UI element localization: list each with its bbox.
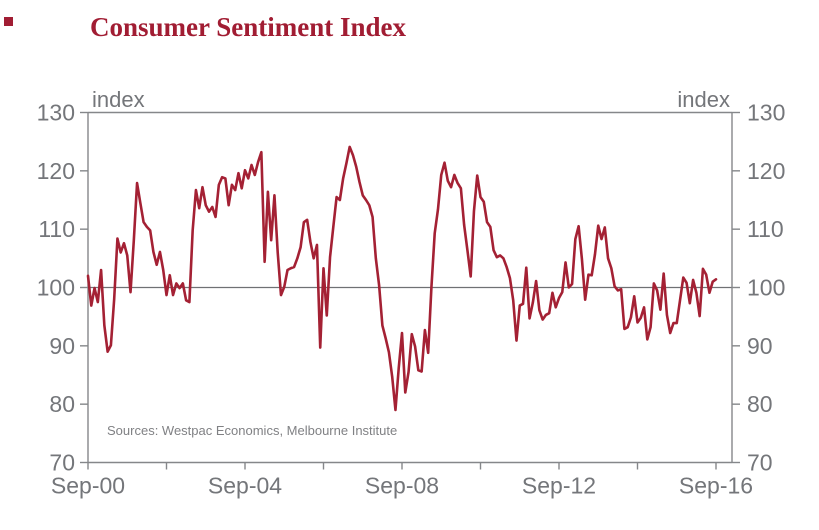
y-axis-tick-label-left: 100 <box>37 275 75 301</box>
y-axis-tick-label-right: 90 <box>747 333 773 359</box>
y-axis-tick-label-left: 130 <box>37 100 75 126</box>
x-axis-tick-label: Sep-00 <box>51 473 125 499</box>
x-axis-tick-label: Sep-16 <box>679 473 753 499</box>
x-axis-tick-label: Sep-08 <box>365 473 439 499</box>
y-axis-tick-label-right: 130 <box>747 100 785 126</box>
y-axis-tick-label-left: 110 <box>38 216 75 242</box>
source-note: Sources: Westpac Economics, Melbourne In… <box>107 423 398 438</box>
y-axis-tick-label-left: 120 <box>37 158 75 184</box>
x-axis-tick-label: Sep-04 <box>208 473 282 499</box>
y-axis-tick-label-left: 70 <box>49 450 75 476</box>
chart-title: Consumer Sentiment Index <box>90 12 407 42</box>
x-axis-tick-label: Sep-12 <box>522 473 596 499</box>
y-axis-unit-label-left: index <box>92 87 145 112</box>
red-square-bullet-icon <box>4 17 13 26</box>
sentiment-line <box>86 145 718 412</box>
y-axis-tick-label-right: 120 <box>747 158 785 184</box>
y-axis-tick-label-left: 90 <box>49 333 75 359</box>
y-axis-tick-label-right: 100 <box>747 275 785 301</box>
y-axis-tick-label-left: 80 <box>49 391 75 417</box>
y-axis-tick-label-right: 80 <box>747 391 773 417</box>
y-axis-tick-label-right: 70 <box>747 450 773 476</box>
y-axis-unit-label-right: index <box>677 87 730 112</box>
y-axis-tick-label-right: 110 <box>747 216 784 242</box>
